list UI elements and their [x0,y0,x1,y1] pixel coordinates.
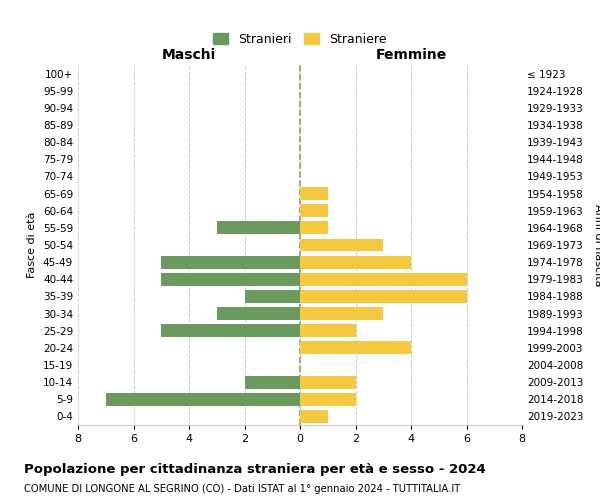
Bar [300,222,328,234]
Legend: Stranieri, Straniere: Stranieri, Straniere [208,28,392,51]
Y-axis label: Fasce di età: Fasce di età [28,212,37,278]
Bar [300,410,328,423]
Text: Maschi: Maschi [162,48,216,62]
Bar [217,307,300,320]
Text: Popolazione per cittadinanza straniera per età e sesso - 2024: Popolazione per cittadinanza straniera p… [24,462,486,475]
Bar [217,222,300,234]
Bar [300,393,355,406]
Bar [161,324,300,337]
Bar [300,376,355,388]
Bar [300,187,328,200]
Bar [106,393,300,406]
Bar [245,376,300,388]
Bar [300,273,467,285]
Text: COMUNE DI LONGONE AL SEGRINO (CO) - Dati ISTAT al 1° gennaio 2024 - TUTTITALIA.I: COMUNE DI LONGONE AL SEGRINO (CO) - Dati… [24,484,460,494]
Bar [300,204,328,217]
Bar [300,256,411,268]
Y-axis label: Anni di nascita: Anni di nascita [593,204,600,286]
Bar [245,290,300,303]
Bar [300,307,383,320]
Bar [161,256,300,268]
Bar [161,273,300,285]
Bar [300,238,383,252]
Text: Femmine: Femmine [376,48,446,62]
Bar [300,342,411,354]
Bar [300,290,467,303]
Bar [300,324,355,337]
